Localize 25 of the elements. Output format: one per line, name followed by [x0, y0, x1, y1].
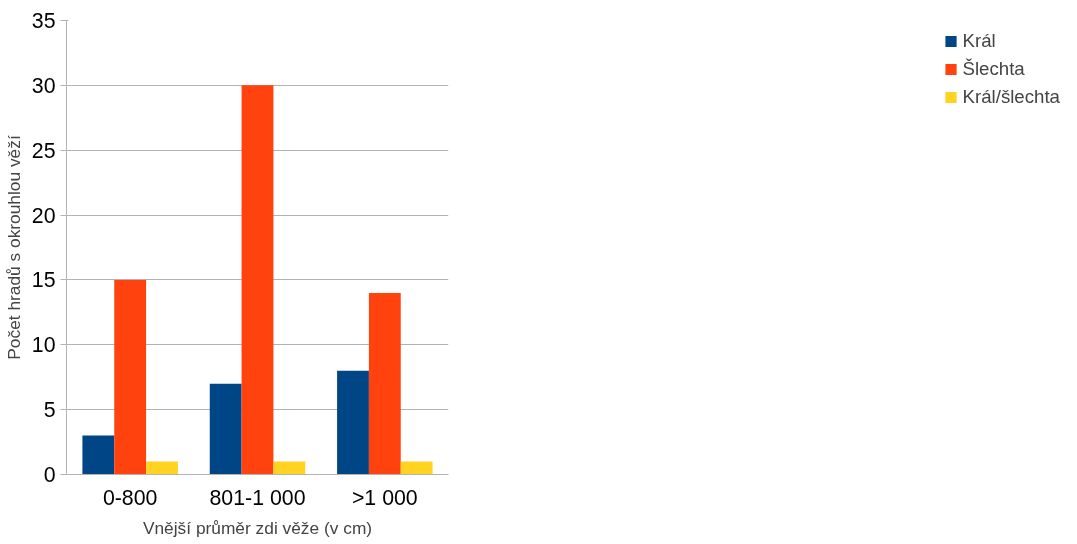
y-tick-label: 25 — [31, 138, 56, 163]
bar — [241, 85, 274, 475]
y-axis-title: Počet hradů s okrouhlou věží — [3, 135, 24, 360]
bar — [146, 461, 178, 475]
bar — [82, 435, 115, 475]
x-tick-label: 0-800 — [102, 485, 158, 510]
legend-label: Šlechta — [962, 58, 1025, 80]
bar — [209, 383, 242, 475]
y-tick-label: 10 — [31, 333, 56, 358]
y-tick-label: 15 — [31, 268, 56, 293]
legend-label: Král/šlechta — [962, 86, 1060, 108]
y-tick-label: 5 — [43, 398, 56, 423]
legend-label: Král — [962, 30, 996, 52]
x-axis-title: Vnější průměr zdi věže (v cm) — [142, 517, 373, 538]
bar — [400, 461, 433, 475]
y-tick-label: 20 — [31, 203, 56, 228]
y-tick-label: 30 — [31, 73, 56, 98]
y-tick-label: 0 — [43, 463, 56, 487]
bar — [337, 370, 369, 475]
bar — [114, 279, 147, 475]
x-tick-label: >1 000 — [351, 485, 418, 510]
bar — [368, 292, 401, 475]
bar — [273, 461, 306, 475]
x-tick-label: 801-1 000 — [209, 485, 306, 510]
y-tick-label: 35 — [31, 9, 56, 33]
